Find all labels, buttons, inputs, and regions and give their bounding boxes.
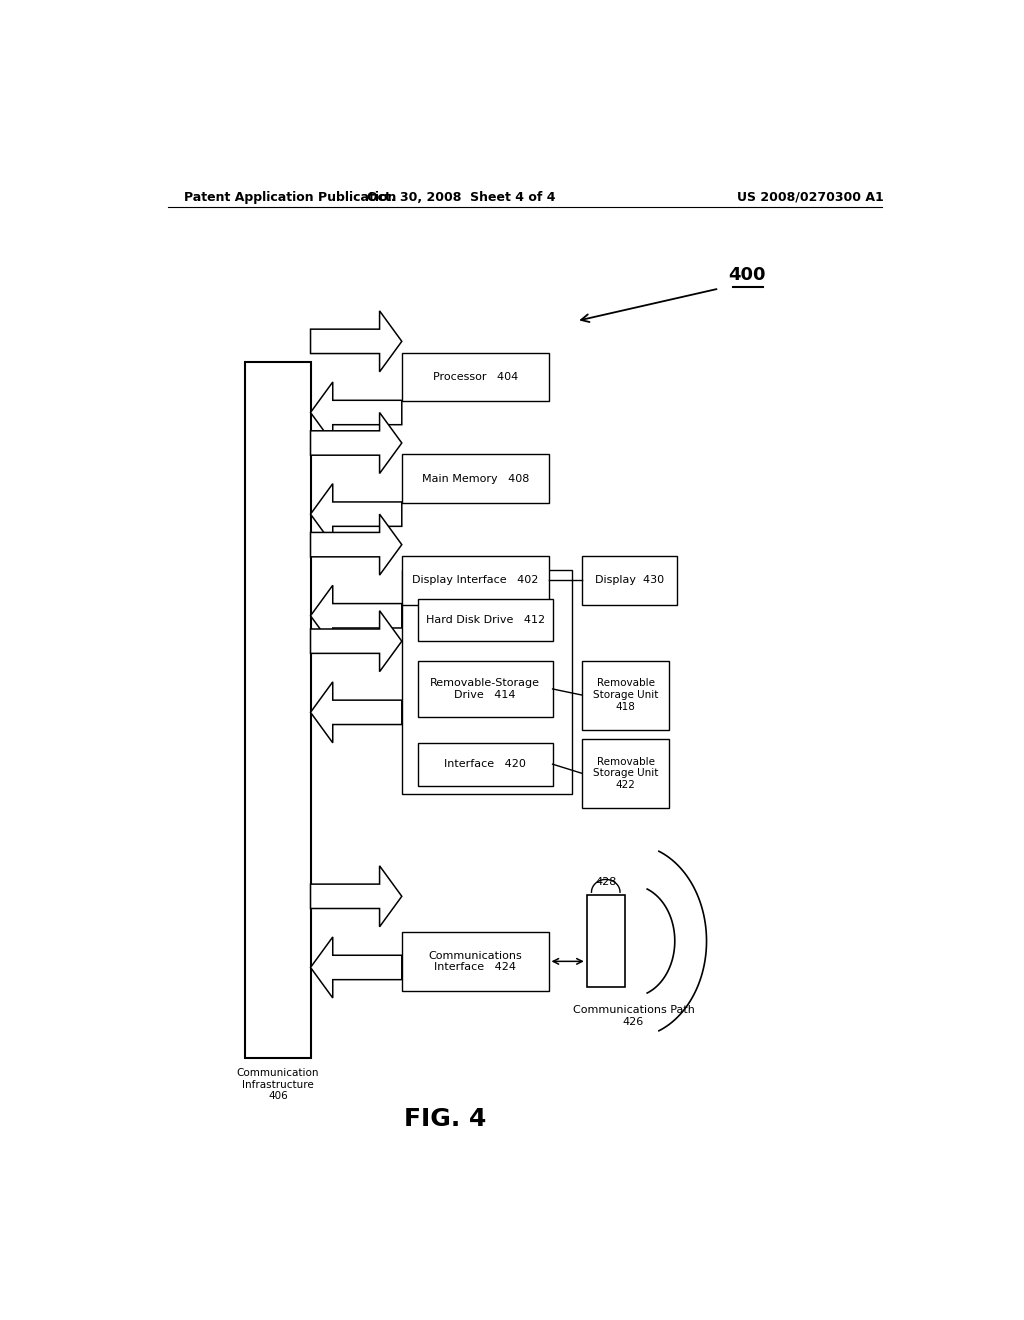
Text: Removable
Storage Unit
422: Removable Storage Unit 422 (593, 756, 658, 789)
Polygon shape (310, 312, 401, 372)
Text: Removable
Storage Unit
418: Removable Storage Unit 418 (593, 678, 658, 711)
Bar (418, 661, 553, 717)
Bar (401, 352, 549, 401)
Text: Communication
Infrastructure
406: Communication Infrastructure 406 (237, 1068, 319, 1101)
Bar (401, 932, 549, 991)
Text: FIG. 4: FIG. 4 (404, 1107, 486, 1131)
Bar (582, 739, 670, 808)
Text: Main Memory   408: Main Memory 408 (422, 474, 528, 483)
Bar (587, 895, 625, 987)
Polygon shape (310, 515, 401, 576)
Bar (582, 556, 677, 605)
Polygon shape (310, 585, 401, 647)
Text: Interface   420: Interface 420 (444, 759, 526, 770)
Bar (401, 556, 549, 605)
Text: US 2008/0270300 A1: US 2008/0270300 A1 (737, 190, 884, 203)
Bar (246, 362, 310, 1057)
Polygon shape (310, 412, 401, 474)
Text: Communications
Interface   424: Communications Interface 424 (428, 950, 522, 972)
Bar (582, 660, 670, 730)
Text: Removable-Storage
Drive   414: Removable-Storage Drive 414 (430, 678, 540, 700)
Polygon shape (310, 866, 401, 927)
Text: Communications Path
426: Communications Path 426 (572, 1005, 694, 1027)
Text: 400: 400 (728, 267, 766, 284)
Bar (401, 570, 572, 793)
Bar (401, 454, 549, 503)
Bar (418, 598, 553, 642)
Polygon shape (310, 611, 401, 672)
Text: 428: 428 (595, 878, 616, 887)
Polygon shape (310, 483, 401, 545)
Text: Display Interface   402: Display Interface 402 (412, 576, 539, 585)
Text: Hard Disk Drive   412: Hard Disk Drive 412 (426, 615, 545, 624)
Text: Patent Application Publication: Patent Application Publication (183, 190, 396, 203)
Text: Display  430: Display 430 (595, 576, 665, 585)
Polygon shape (310, 937, 401, 998)
Polygon shape (310, 682, 401, 743)
Polygon shape (310, 381, 401, 444)
Text: Oct. 30, 2008  Sheet 4 of 4: Oct. 30, 2008 Sheet 4 of 4 (367, 190, 556, 203)
Bar (418, 743, 553, 785)
Text: Processor   404: Processor 404 (432, 372, 518, 381)
Text: Secondary Memory  410: Secondary Memory 410 (412, 582, 548, 593)
